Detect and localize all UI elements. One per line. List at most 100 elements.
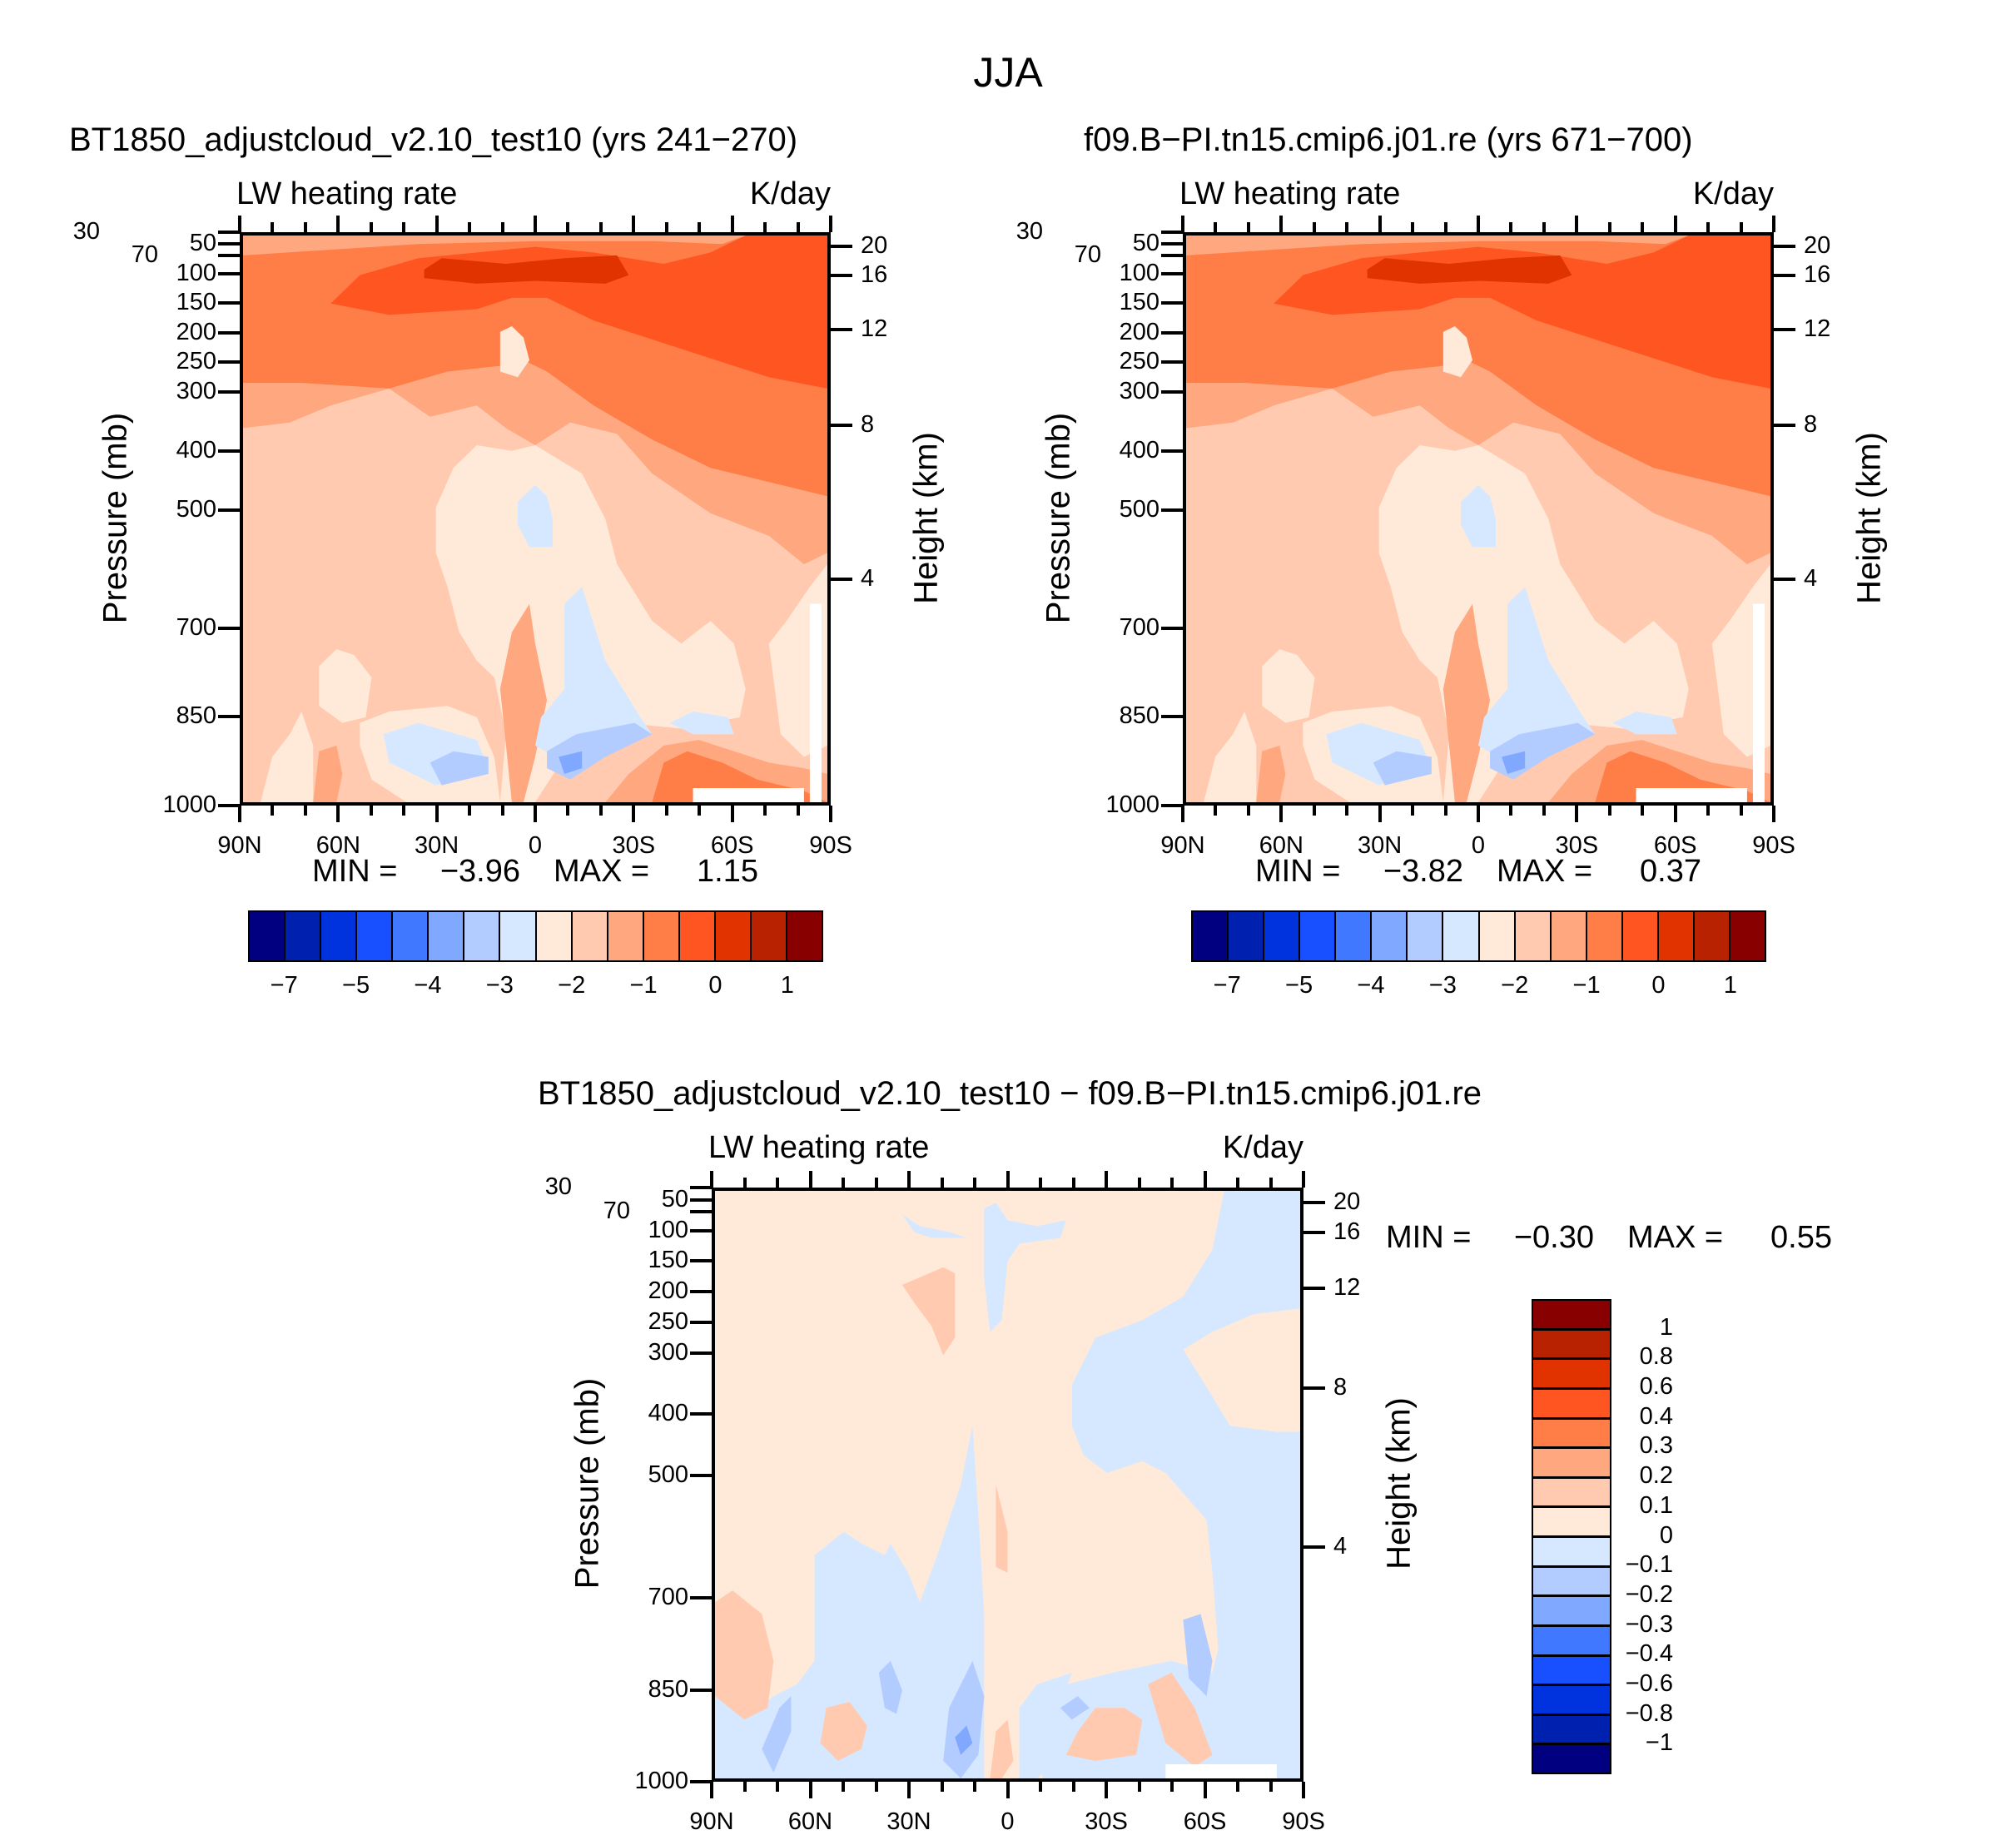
lat-tick-label: 30S: [1085, 1808, 1128, 1835]
lat-minor-tick: [1607, 806, 1611, 816]
min-value: −3.96: [439, 854, 520, 889]
lat-minor-tick: [1039, 1782, 1042, 1792]
pressure-tick-label: 50: [661, 1185, 688, 1213]
variable-label: LW heating rate: [236, 176, 458, 211]
contour-region: [984, 1203, 1066, 1332]
colorbar-swatch: [321, 912, 358, 960]
lat-major-tick: [710, 1782, 713, 1798]
lat-minor-tick: [1509, 806, 1513, 816]
lat-minor-tick: [1246, 222, 1250, 232]
colorbar-label: −2: [1501, 972, 1529, 999]
pressure-tick-label: 50: [189, 230, 216, 257]
pressure-tick: [218, 242, 240, 246]
figure-title: JJA: [973, 49, 1043, 96]
max-value: 0.37: [1640, 854, 1701, 889]
lat-minor-tick: [1411, 222, 1415, 232]
pressure-tick-label: 1000: [162, 791, 216, 818]
lat-major-tick: [632, 806, 636, 822]
pressure-tick: [1161, 715, 1183, 719]
lat-minor-tick: [1269, 1782, 1273, 1792]
lat-minor-tick: [874, 1178, 878, 1188]
contour-region: [1442, 325, 1472, 378]
lat-major-tick: [1673, 216, 1677, 232]
lat-minor-tick: [1312, 222, 1316, 232]
colorbar-swatch: [1533, 1419, 1610, 1450]
contour-region: [261, 712, 314, 802]
lat-major-tick: [1181, 806, 1184, 822]
height-tick: [1774, 245, 1795, 249]
lat-minor-tick: [1137, 1178, 1141, 1188]
colorbar-label: 0.4: [1639, 1402, 1673, 1430]
height-tick-label: 4: [1333, 1533, 1348, 1560]
pressure-tick-label: 30: [544, 1173, 572, 1200]
colorbar-label: −3: [1428, 972, 1457, 999]
lat-major-tick: [1772, 216, 1775, 232]
colorbar-label: −3: [485, 972, 514, 999]
lat-tick-label: 0: [528, 832, 543, 859]
colorbar-swatch: [1533, 1330, 1610, 1361]
lat-major-tick: [1772, 806, 1775, 822]
contour-region: [430, 751, 489, 786]
colorbar-swatch: [1533, 1508, 1610, 1538]
lat-major-tick: [907, 1782, 911, 1798]
height-axis-title: Height (km): [1380, 1397, 1418, 1570]
height-tick-label: 20: [1333, 1188, 1361, 1215]
pressure-tick: [690, 1186, 712, 1189]
lat-tick-label: 60S: [710, 832, 754, 859]
lat-minor-tick: [1170, 1782, 1174, 1792]
max-label: MAX =: [554, 854, 650, 889]
height-tick: [831, 328, 852, 332]
colorbar-swatch: [393, 912, 430, 960]
lat-minor-tick: [1345, 806, 1349, 816]
lat-minor-tick: [468, 222, 472, 232]
pressure-tick-label: 150: [1119, 289, 1159, 316]
colorbar-swatch: [1533, 1478, 1610, 1509]
min-label: MIN =: [1386, 1220, 1472, 1255]
panel-title: BT1850_adjustcloud_v2.10_test10 (yrs 241…: [69, 122, 798, 158]
colorbar-swatch: [250, 912, 286, 960]
pressure-tick-label: 400: [1119, 436, 1159, 464]
lat-major-tick: [829, 216, 832, 232]
height-axis-title: Height (km): [907, 431, 945, 604]
pressure-tick: [218, 508, 240, 512]
contour-plot-area: [240, 232, 831, 806]
lat-major-tick: [1105, 1171, 1108, 1188]
lat-minor-tick: [566, 222, 570, 232]
pressure-tick-label: 30: [72, 218, 100, 245]
pressure-tick: [1161, 389, 1183, 394]
lat-minor-tick: [500, 222, 504, 232]
contour-plot-area: [712, 1188, 1303, 1782]
colorbar-swatch: [751, 912, 787, 960]
lat-major-tick: [730, 806, 734, 822]
pressure-tick-label: 850: [1119, 702, 1159, 730]
pressure-tick: [690, 1412, 712, 1416]
lat-major-tick: [632, 216, 636, 232]
pressure-tick: [690, 1320, 712, 1324]
height-tick-label: 8: [1804, 411, 1818, 439]
colorbar-label: −1: [1572, 972, 1601, 999]
colorbar-label: −2: [558, 972, 586, 999]
lat-minor-tick: [1214, 222, 1218, 232]
pressure-axis-title: Pressure (mb): [569, 1377, 606, 1590]
pressure-tick: [218, 271, 240, 275]
colorbar: [248, 910, 823, 962]
contour-region: [1204, 712, 1257, 802]
pressure-tick: [690, 1351, 712, 1355]
lat-minor-tick: [402, 806, 406, 816]
lat-major-tick: [907, 1171, 911, 1188]
colorbar-swatch: [1533, 1567, 1610, 1598]
contour-region: [1256, 745, 1286, 802]
pressure-tick-label: 50: [1132, 230, 1159, 257]
contour-region: [243, 236, 746, 255]
contour-plot-area: [1183, 232, 1774, 806]
contour-region: [669, 712, 734, 735]
height-tick-label: 4: [861, 564, 875, 592]
colorbar-swatch: [1229, 912, 1265, 960]
pressure-tick-label: 70: [131, 241, 158, 269]
lat-major-tick: [1575, 216, 1579, 232]
lat-tick-label: 30N: [886, 1808, 931, 1835]
lat-minor-tick: [742, 1782, 747, 1792]
contour-region: [1502, 751, 1526, 774]
pressure-tick-label: 70: [603, 1198, 630, 1225]
pressure-tick-label: 200: [1119, 318, 1159, 345]
